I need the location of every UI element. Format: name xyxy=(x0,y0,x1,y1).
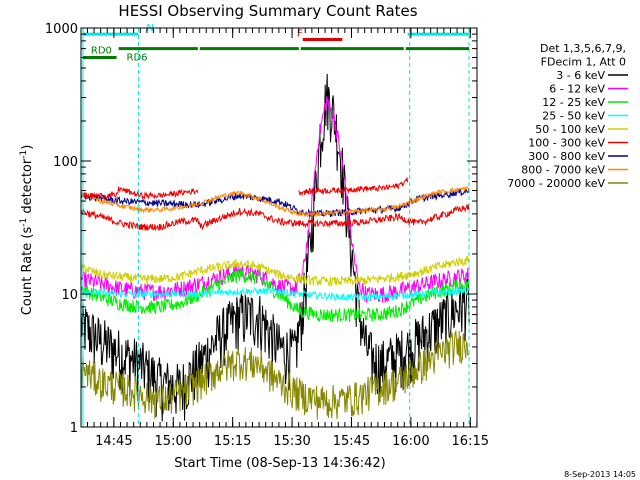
legend-entry-label: 800 - 7000 keV xyxy=(521,164,605,177)
x-tick-label: 15:00 xyxy=(155,434,192,449)
x-tick-label: 15:15 xyxy=(214,434,251,449)
legend-entry-label: 300 - 800 keV xyxy=(528,150,605,163)
y-tick-label: 1000 xyxy=(45,22,78,37)
series-line-9 xyxy=(80,186,199,200)
x-tick-label: 15:30 xyxy=(273,434,310,449)
series-line-5 xyxy=(80,204,470,232)
y-tick-label: 10 xyxy=(61,288,78,303)
flag-label-n: N xyxy=(146,23,153,34)
legend-entry-label: 50 - 100 keV xyxy=(535,123,605,136)
x-tick-label: 16:00 xyxy=(392,434,429,449)
legend-entry-label: 12 - 25 keV xyxy=(542,96,605,109)
legend-entry-label: 25 - 50 keV xyxy=(542,110,605,123)
y-tick-label: 100 xyxy=(53,155,78,170)
legend-header-line: Det 1,3,5,6,7,9, xyxy=(540,42,626,55)
x-axis-label: Start Time (08-Sep-13 14:36:42) xyxy=(174,456,385,471)
flag-label-rd6: RD6 xyxy=(127,53,148,64)
flag-label-rd0: RD0 xyxy=(91,46,112,57)
y-tick-label: 1 xyxy=(70,421,78,436)
legend-entry-label: 100 - 300 keV xyxy=(528,137,605,150)
plot-area: N F RD0 RD6 1 10 100 1000 14:45 15:00 15:15 15:30 15… xyxy=(45,22,489,449)
series-line-3 xyxy=(80,286,470,302)
x-tick-label: 16:15 xyxy=(452,434,489,449)
chart-title: HESSI Observing Summary Count Rates xyxy=(118,2,417,20)
legend-entry-label: 6 - 12 keV xyxy=(549,83,605,96)
y-axis-label: Count Rate (s-1 detector-1) xyxy=(19,145,35,316)
legend-header-line: FDecim 1, Att 0 xyxy=(541,56,626,69)
x-tick-label: 14:45 xyxy=(95,434,132,449)
series-line-10 xyxy=(298,177,409,197)
series-line-2 xyxy=(80,268,470,323)
series-line-7 xyxy=(80,185,470,218)
flag-label-f: F xyxy=(297,28,303,39)
legend-entry-label: 7000 - 20000 keV xyxy=(507,177,605,190)
legend-entry-label: 3 - 6 keV xyxy=(556,69,605,82)
x-tick-label: 15:45 xyxy=(333,434,370,449)
series-line-8 xyxy=(80,329,470,420)
series-line-1 xyxy=(80,95,470,303)
series-line-0 xyxy=(80,73,470,422)
series-line-4 xyxy=(80,256,470,288)
series-line-6 xyxy=(80,187,470,218)
legend: Det 1,3,5,6,7,9,FDecim 1, Att 03 - 6 keV… xyxy=(507,42,628,190)
timestamp: 8-Sep-2013 14:05 xyxy=(564,470,636,479)
